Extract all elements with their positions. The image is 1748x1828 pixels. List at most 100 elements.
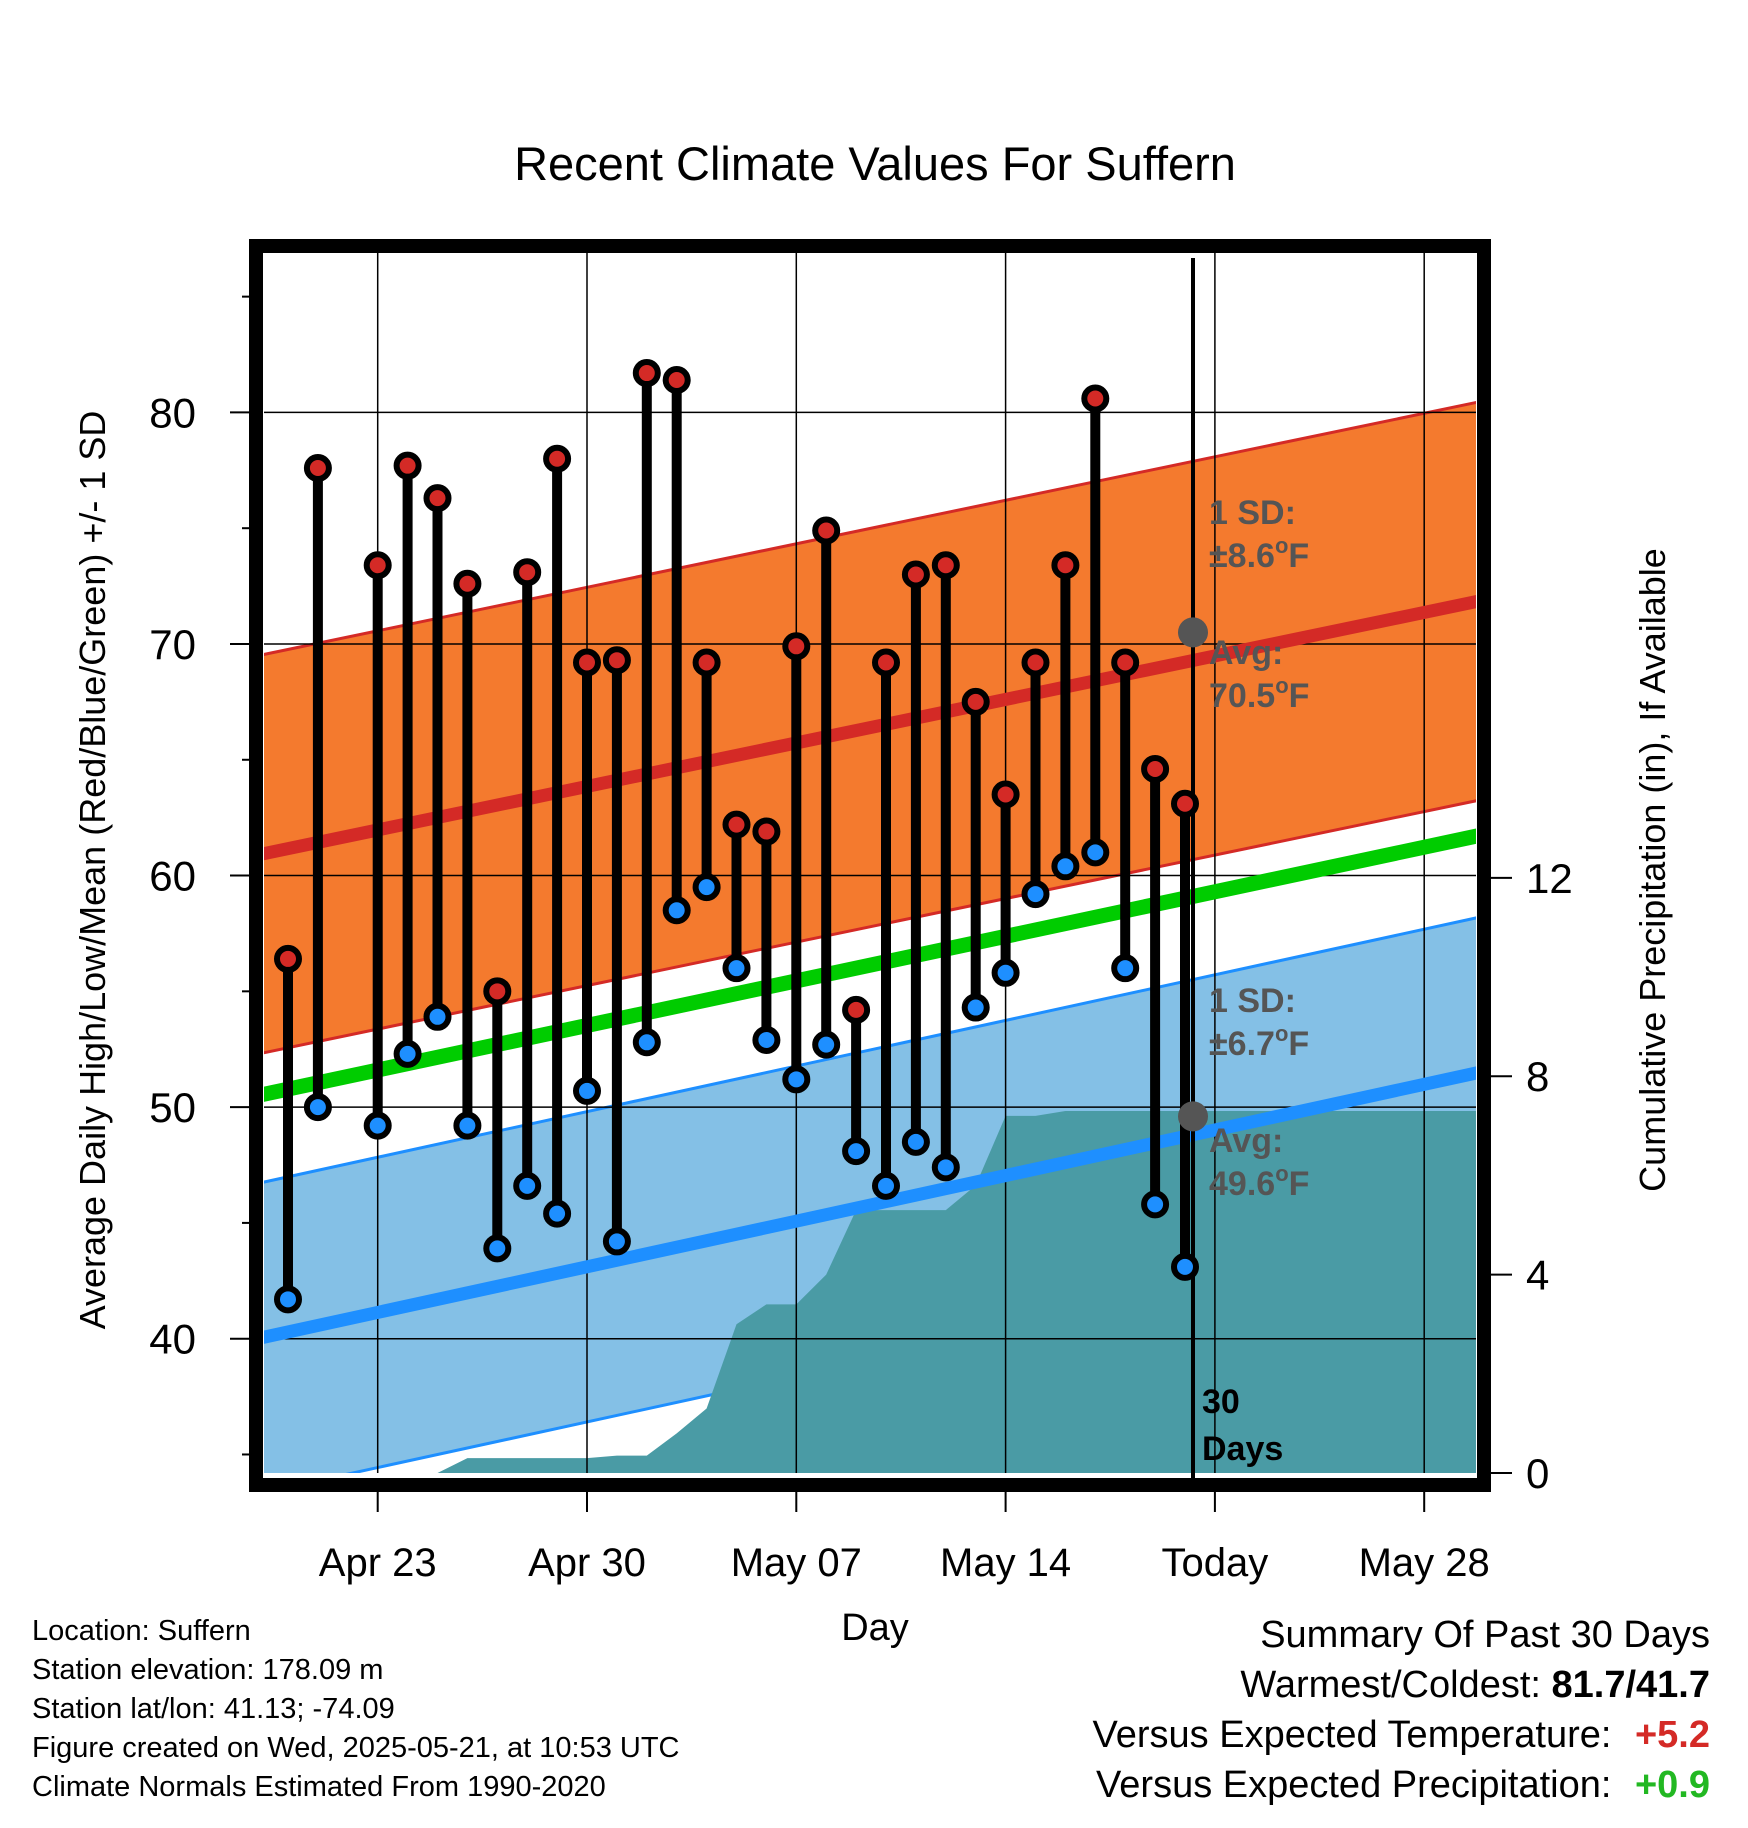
low-point <box>1141 1190 1170 1219</box>
low-point <box>543 1199 572 1228</box>
y2-tick-label: 12 <box>1526 855 1573 902</box>
high-point <box>573 648 601 677</box>
high-point <box>991 780 1020 809</box>
chart-title: Recent Climate Values For Suffern <box>514 137 1236 190</box>
high-point <box>961 687 990 716</box>
x-tick-label: May 28 <box>1359 1541 1490 1585</box>
high-point <box>692 648 721 677</box>
y-tick-label: 80 <box>149 389 196 436</box>
precip-value: +0.9 <box>1634 1764 1710 1806</box>
high-point <box>1051 551 1080 580</box>
high-point <box>303 453 332 482</box>
high-point <box>543 444 572 473</box>
warmest-label: Warmest/Coldest: <box>1240 1664 1541 1706</box>
high-point <box>393 451 422 480</box>
low-point <box>1081 838 1110 867</box>
x-tick-label: Apr 30 <box>528 1541 646 1585</box>
high-point <box>1081 384 1110 413</box>
days-label: Days <box>1202 1430 1283 1468</box>
daily-range-bars <box>274 359 1199 1314</box>
low-avg-label: Avg: <box>1209 1122 1283 1160</box>
today-low-avg-marker <box>1178 1101 1208 1132</box>
high-point <box>1021 648 1050 677</box>
high-point <box>513 558 542 587</box>
high-point <box>274 944 302 973</box>
high-sd-value: ±8.6oF <box>1209 533 1309 575</box>
y-tick-label: 40 <box>149 1316 196 1363</box>
low-point <box>393 1039 422 1068</box>
low-point <box>722 954 751 983</box>
y-tick-label: 70 <box>149 621 196 668</box>
temp-row: Versus Expected Temperature: +5.2 <box>1093 1710 1710 1760</box>
elevation-text: Station elevation: 178.09 m <box>32 1654 384 1686</box>
low-avg-value: 49.6oF <box>1209 1161 1309 1203</box>
high-point <box>1171 789 1199 818</box>
warmest-row: Warmest/Coldest: 81.7/41.7 <box>1093 1660 1710 1710</box>
y-axis-label: Average Daily High/Low/Mean (Red/Blue/Gr… <box>72 411 113 1330</box>
high-point <box>722 810 751 839</box>
plot-frame <box>249 239 1491 1492</box>
low-point <box>573 1076 601 1105</box>
annotations: 1 SD: ±8.6oF Avg: 70.5oF 1 SD: ±6.7oF Av… <box>1202 494 1309 1468</box>
low-point <box>931 1153 960 1182</box>
low-point <box>632 1028 661 1057</box>
low-point <box>602 1227 631 1256</box>
low-point <box>513 1171 542 1200</box>
x-tick-label: Today <box>1162 1541 1269 1585</box>
temp-label: Versus Expected Temperature: <box>1092 1714 1612 1756</box>
y2-tick-label: 8 <box>1526 1053 1549 1100</box>
low-point <box>872 1171 900 1200</box>
high-point <box>453 569 482 598</box>
temp-value: +5.2 <box>1634 1714 1710 1756</box>
high-band-upper <box>264 400 1476 656</box>
high-point <box>363 551 392 580</box>
low-point <box>842 1137 871 1166</box>
x-axis-label: Day <box>841 1607 909 1649</box>
high-point <box>632 359 661 388</box>
high-point <box>901 560 930 589</box>
y2-tick-label: 0 <box>1526 1450 1549 1497</box>
location-text: Location: Suffern <box>32 1615 251 1647</box>
low-avg-line <box>264 1066 1476 1344</box>
today-high-avg-marker <box>1178 617 1208 648</box>
low-point <box>991 958 1020 987</box>
low-point <box>692 873 721 902</box>
x-tick-label: May 14 <box>940 1541 1071 1585</box>
high-point <box>423 484 452 513</box>
y-tick-label: 60 <box>149 853 196 900</box>
y2-axis: 0 4 8 12 <box>1490 855 1573 1497</box>
low-point <box>812 1030 841 1059</box>
high-point <box>931 551 960 580</box>
precip-area <box>288 1110 1476 1473</box>
low-point <box>274 1285 302 1314</box>
latlon-text: Station lat/lon: 41.13; -74.09 <box>32 1693 395 1725</box>
high-point <box>842 995 871 1024</box>
high-avg-value: 70.5oF <box>1209 673 1309 715</box>
low-sd-value: ±6.7oF <box>1209 1021 1309 1063</box>
low-point <box>363 1111 392 1140</box>
normals-text: Climate Normals Estimated From 1990-2020 <box>32 1771 606 1803</box>
summary-heading: Summary Of Past 30 Days <box>1260 1614 1710 1656</box>
y2-axis-label: Cumulative Precipitation (in), If Availa… <box>1632 548 1673 1192</box>
warmest-value: 81.7/41.7 <box>1551 1664 1710 1706</box>
high-sd-label: 1 SD: <box>1209 494 1296 532</box>
days-count: 30 <box>1202 1383 1240 1421</box>
low-point <box>1111 954 1140 983</box>
low-point <box>1051 852 1080 881</box>
low-point <box>901 1127 930 1156</box>
high-point <box>662 365 691 394</box>
low-point <box>752 1025 781 1054</box>
station-info: Location: Suffern Station elevation: 178… <box>32 1612 680 1807</box>
low-point <box>1171 1252 1199 1281</box>
x-axis: Apr 23 Apr 30 May 07 May 14 Today May 28 <box>319 1490 1490 1585</box>
created-text: Figure created on Wed, 2025-05-21, at 10… <box>32 1732 680 1764</box>
y2-tick-label: 4 <box>1526 1252 1549 1299</box>
low-point <box>453 1111 482 1140</box>
high-point <box>752 817 781 846</box>
low-point <box>1021 880 1050 909</box>
low-point <box>662 896 691 925</box>
precip-label: Versus Expected Precipitation: <box>1096 1764 1612 1806</box>
y-tick-label: 50 <box>149 1084 196 1131</box>
high-point <box>602 646 631 675</box>
